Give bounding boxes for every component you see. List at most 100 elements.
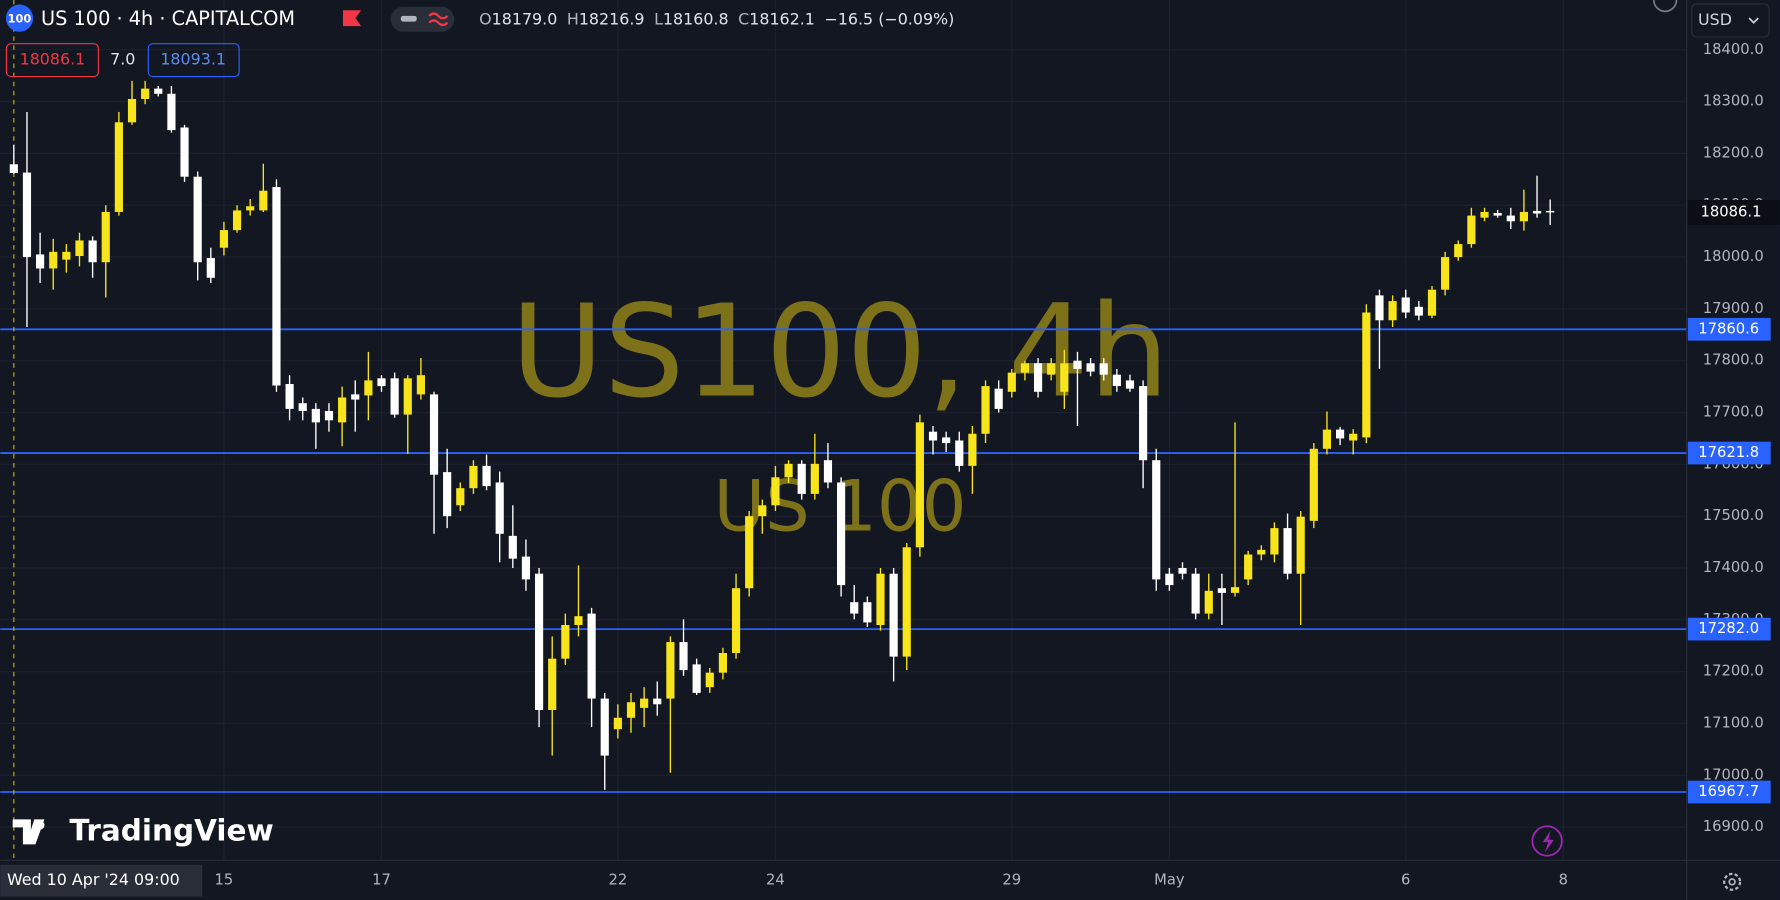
flag-icon[interactable] xyxy=(342,10,362,27)
candle-body xyxy=(364,380,373,396)
x-tick-label: 22 xyxy=(608,872,627,889)
candle-body xyxy=(1296,516,1305,574)
candle-body xyxy=(600,698,609,756)
y-tick-label: 16900.0 xyxy=(1703,818,1764,835)
candle-body xyxy=(127,98,137,123)
ohlc-key: L xyxy=(654,9,663,28)
buy-price: 18093.1 xyxy=(160,50,226,69)
ohlc-key: O xyxy=(479,9,491,28)
logo-dot xyxy=(35,820,45,830)
candle-body xyxy=(561,624,570,659)
symbol-title[interactable]: US 100 · 4h · CAPITALCOM xyxy=(41,7,295,30)
candle-body xyxy=(1191,573,1200,614)
x-tick-label: 15 xyxy=(215,872,234,889)
candle-body xyxy=(1060,363,1069,392)
candle-body xyxy=(1257,549,1266,555)
candle-body xyxy=(456,488,465,506)
candle-body xyxy=(1086,363,1095,372)
x-tick-label: 8 xyxy=(1559,872,1568,889)
candle-body xyxy=(1139,386,1148,461)
sell-price: 18086.1 xyxy=(20,50,86,69)
candle-body xyxy=(1047,363,1056,375)
currency-selector[interactable] xyxy=(1691,3,1770,38)
candle-body xyxy=(810,463,819,494)
candle-body xyxy=(626,702,636,718)
candle-body xyxy=(167,93,176,131)
candle-body xyxy=(692,664,701,693)
candle-body xyxy=(1532,210,1542,214)
currency-label: USD xyxy=(1698,10,1732,29)
candle-body xyxy=(797,463,806,494)
badge-text: 100 xyxy=(8,11,32,25)
candle-body xyxy=(1441,257,1450,290)
candle-body xyxy=(1401,297,1410,313)
header: 100 US 100 · 4h · CAPITALCOM O18179.0 H1… xyxy=(5,4,954,78)
candle-body xyxy=(666,642,675,699)
candle-body xyxy=(902,547,911,657)
candle-body xyxy=(1204,590,1213,614)
candle-body xyxy=(114,122,123,212)
candle-body xyxy=(49,251,58,269)
candle-body xyxy=(298,403,307,411)
candle-body xyxy=(1033,363,1043,392)
candle-body xyxy=(351,394,360,400)
last-price-box xyxy=(1687,199,1780,225)
candle-body xyxy=(1112,374,1121,387)
candle-body xyxy=(9,164,18,174)
candle-body xyxy=(1414,306,1423,316)
change: −16.5 (−0.09%) xyxy=(825,9,955,28)
candle-body xyxy=(981,386,990,434)
candle-body xyxy=(1493,212,1502,216)
candle-body xyxy=(206,258,215,278)
plot xyxy=(0,0,1687,861)
candle-body xyxy=(1152,460,1161,580)
y-tick-label: 17000.0 xyxy=(1703,766,1764,783)
x-tick-label: 24 xyxy=(766,872,785,889)
y-tick-label: 18200.0 xyxy=(1703,144,1764,161)
brand-name: TradingView xyxy=(69,813,273,847)
buy-button[interactable] xyxy=(147,43,240,78)
y-tick-label: 17800.0 xyxy=(1703,352,1764,369)
x-tick-label: 17 xyxy=(372,872,391,889)
candle-body xyxy=(36,254,45,269)
lightning-icon xyxy=(1542,830,1554,853)
candle-body xyxy=(443,472,452,517)
toggle-icon xyxy=(400,15,417,22)
ohlc-key: H xyxy=(567,9,579,28)
candle-body xyxy=(1388,301,1397,321)
candle-body xyxy=(731,588,741,653)
candle-body xyxy=(1020,363,1030,373)
sell-button[interactable] xyxy=(5,43,99,78)
crosshair-time-label: Wed 10 Apr '24 09:00 xyxy=(7,870,180,889)
candle-body xyxy=(1125,380,1135,389)
candle-body xyxy=(246,206,255,211)
candle-body xyxy=(1165,573,1174,586)
lightning-button[interactable] xyxy=(1531,825,1563,857)
level-label: 17860.6 xyxy=(1698,320,1759,337)
settings-button[interactable] xyxy=(1723,872,1742,891)
candle-body xyxy=(653,698,662,705)
candle-body xyxy=(718,652,728,673)
candle-body xyxy=(508,535,517,559)
candle-body xyxy=(968,433,977,466)
toggle-pill[interactable] xyxy=(390,6,455,32)
candle-body xyxy=(994,388,1003,409)
x-tick-label: 6 xyxy=(1401,872,1410,889)
candle-body xyxy=(587,613,596,699)
ohlc-value: 18216.9 xyxy=(579,9,645,28)
candle-body xyxy=(232,210,242,231)
level-label: 17621.8 xyxy=(1698,444,1759,461)
candle-body xyxy=(863,602,872,623)
candle-body xyxy=(521,556,531,580)
candle-body xyxy=(180,127,189,177)
candle-body xyxy=(482,465,491,487)
candle-body xyxy=(416,375,425,395)
ohlc-readout: O18179.0 H18216.9 L18160.8 C18162.1 −16.… xyxy=(479,9,954,28)
level-label: 16967.7 xyxy=(1698,783,1759,800)
candle-body xyxy=(784,463,793,478)
y-tick-label: 18400.0 xyxy=(1703,41,1764,58)
candle-body xyxy=(1480,211,1489,218)
corner-button[interactable] xyxy=(1652,0,1678,13)
